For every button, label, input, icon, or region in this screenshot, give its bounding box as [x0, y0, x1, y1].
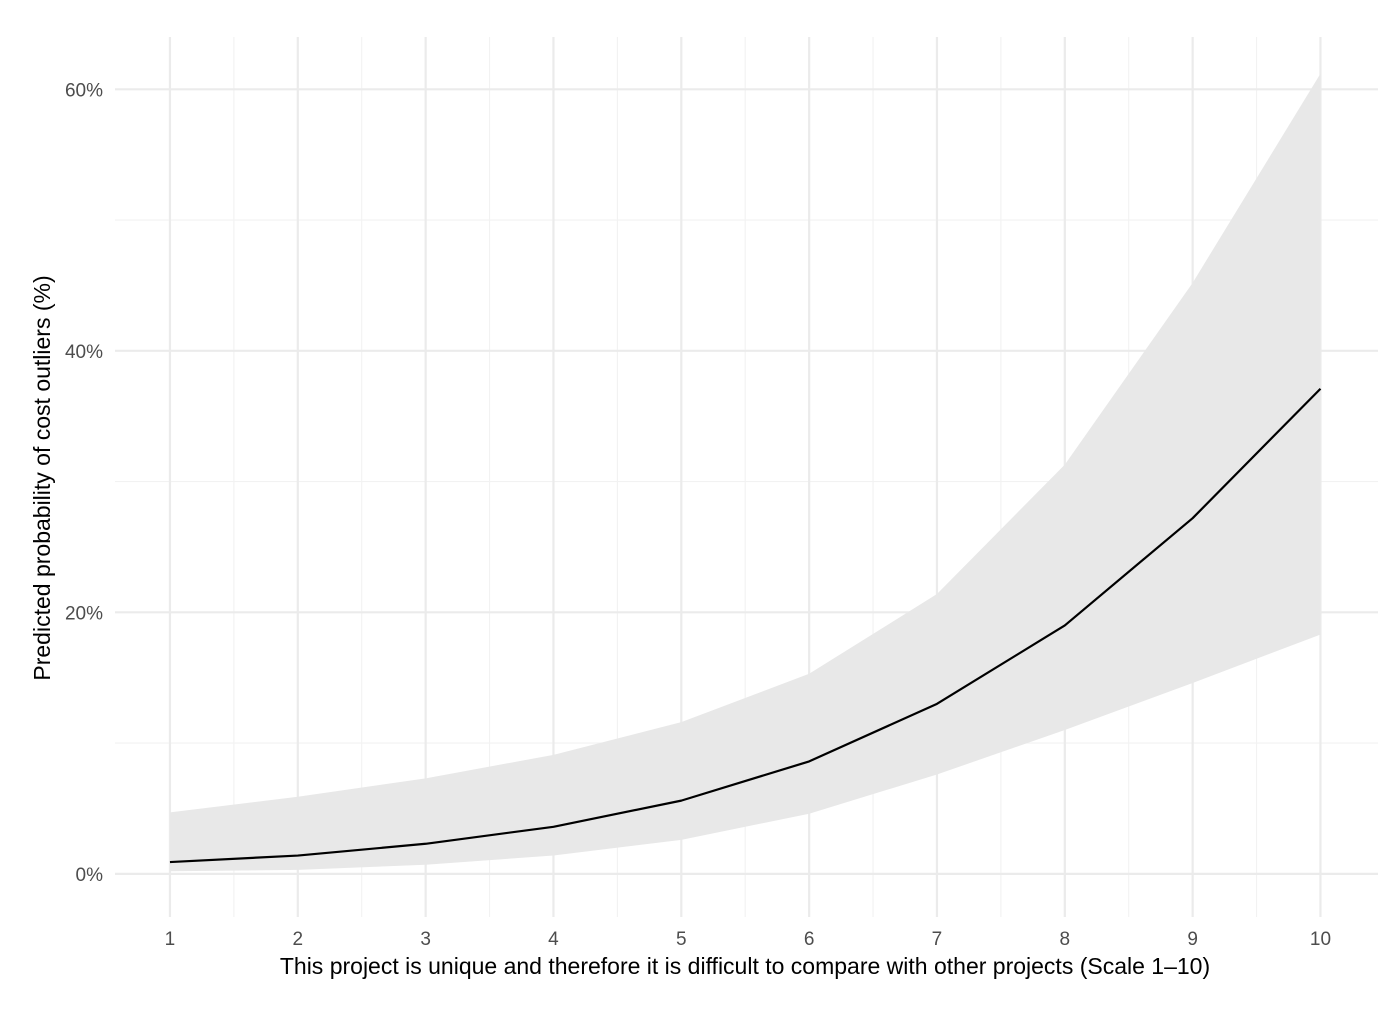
y-tick-labels: 0% 20% 40% 60% [65, 80, 103, 886]
x-tick-label: 5 [676, 929, 687, 950]
x-tick-label: 9 [1187, 929, 1198, 950]
x-tick-label: 10 [1310, 929, 1331, 950]
x-axis-title: This project is unique and therefore it … [280, 953, 1210, 979]
y-tick-label: 40% [65, 342, 103, 363]
prediction-line [169, 387, 1322, 864]
x-tick-label: 7 [932, 929, 943, 950]
y-tick-label: 20% [65, 603, 103, 624]
x-tick-label: 1 [165, 929, 176, 950]
x-tick-label: 8 [1060, 929, 1071, 950]
x-tick-label: 3 [420, 929, 431, 950]
x-tick-labels: 1 2 3 4 5 6 7 8 9 10 [165, 929, 1331, 950]
y-tick-label: 60% [65, 80, 103, 101]
x-tick-label: 6 [804, 929, 815, 950]
x-tick-label: 4 [548, 929, 559, 950]
y-tick-label: 0% [76, 865, 104, 886]
x-tick-label: 2 [293, 929, 304, 950]
y-axis-title: Predicted probability of cost outliers (… [29, 275, 55, 680]
confidence-band [169, 73, 1321, 872]
